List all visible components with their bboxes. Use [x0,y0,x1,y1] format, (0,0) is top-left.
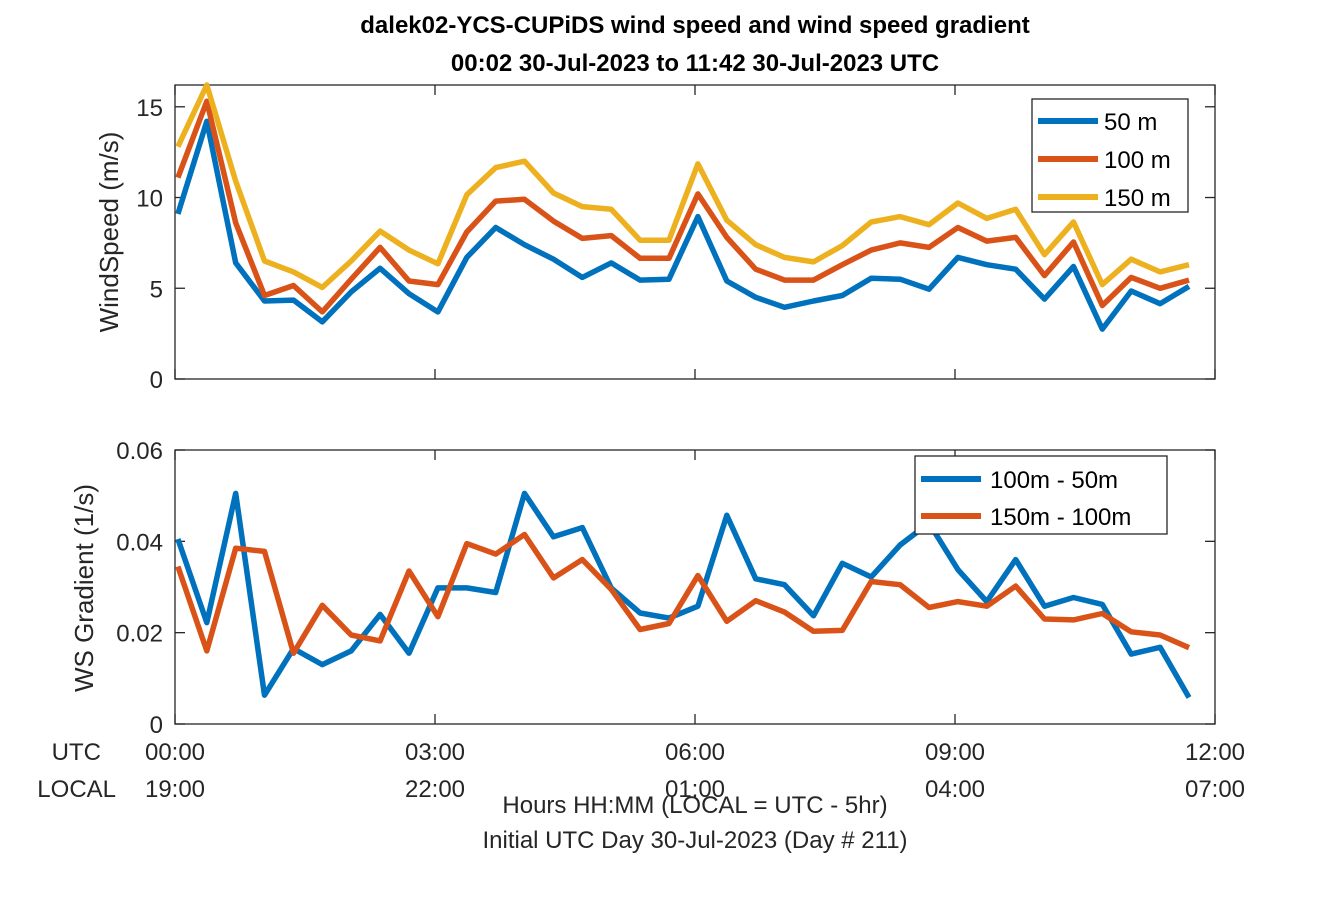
x-tick-label-local: 07:00 [1185,776,1245,803]
utc-row-label: UTC [52,739,101,766]
chart-title-line1: dalek02-YCS-CUPiDS wind speed and wind s… [360,12,1029,39]
gradient-legend: 100m - 50m 150m - 100m [914,455,1168,535]
x-tick-label-utc: 09:00 [925,739,985,766]
local-row-label: LOCAL [37,776,116,803]
wind-speed-legend: 50 m 100 m 150 m [1031,98,1189,213]
x-tick-label-local: 19:00 [145,776,205,803]
x-tick-label-local: 04:00 [925,776,985,803]
x-tick-labels: 00:00 19:00 03:00 22:00 06:00 01:00 09:00 04:00… [145,739,1245,803]
gradient-axes: 0 0.02 0.04 0.06 WS Gradient (1/s) 100m - 5… [69,438,1216,739]
wind-speed-y-tick-label: 0 [150,367,163,394]
gradient-legend-box [914,455,1168,535]
wind-speed-legend-label-2: 100 m [1104,147,1171,174]
gradient-series-line-1 [175,490,1192,699]
wind-speed-legend-box [1031,98,1189,213]
wind-speed-y-tick-label: 15 [136,95,163,122]
gradient-y-ticks: 0 0.02 0.04 0.06 [116,438,1215,739]
gradient-series [175,490,1192,699]
gradient-y-axis-label: WS Gradient (1/s) [69,484,99,692]
gradient-y-tick-label: 0.06 [116,438,163,465]
gradient-legend-label-2: 150m - 100m [990,504,1131,531]
gradient-series-line-2 [175,531,1191,656]
wind-speed-legend-label-1: 50 m [1104,109,1157,136]
wind-speed-axes: 0 5 10 15 WindSpeed (m/s) 50 m 100 m 150 m [94,82,1216,394]
x-axis-label-line2: Initial UTC Day 30-Jul-2023 (Day # 211) [482,827,907,854]
gradient-legend-label-1: 100m - 50m [990,467,1118,494]
wind-speed-x-ticks [174,85,1216,379]
gradient-y-tick-label: 0.02 [116,621,163,648]
x-tick-label-utc: 03:00 [405,739,465,766]
gradient-y-tick-label: 0 [150,712,163,739]
x-axis-label-line1: Hours HH:MM (LOCAL = UTC - 5hr) [502,792,887,819]
wind-speed-y-tick-label: 5 [150,276,163,303]
wind-speed-legend-label-3: 150 m [1104,185,1171,212]
wind-speed-series-line-1 [175,118,1191,332]
wind-speed-series-line-3 [175,82,1190,291]
gradient-x-ticks [174,450,1216,724]
x-tick-label-local: 01:00 [665,776,725,803]
wind-speed-y-axis-label: WindSpeed (m/s) [94,132,124,333]
x-tick-label-local: 22:00 [405,776,465,803]
x-tick-label-utc: 06:00 [665,739,725,766]
chart-title-line2: 00:02 30-Jul-2023 to 11:42 30-Jul-2023 U… [451,50,939,77]
gradient-y-tick-label: 0.04 [116,529,163,556]
x-tick-label-utc: 00:00 [145,739,205,766]
wind-speed-y-tick-label: 10 [136,186,163,213]
wind-speed-series-line-2 [175,98,1190,315]
wind-speed-series [175,82,1191,332]
x-tick-label-utc: 12:00 [1185,739,1245,766]
